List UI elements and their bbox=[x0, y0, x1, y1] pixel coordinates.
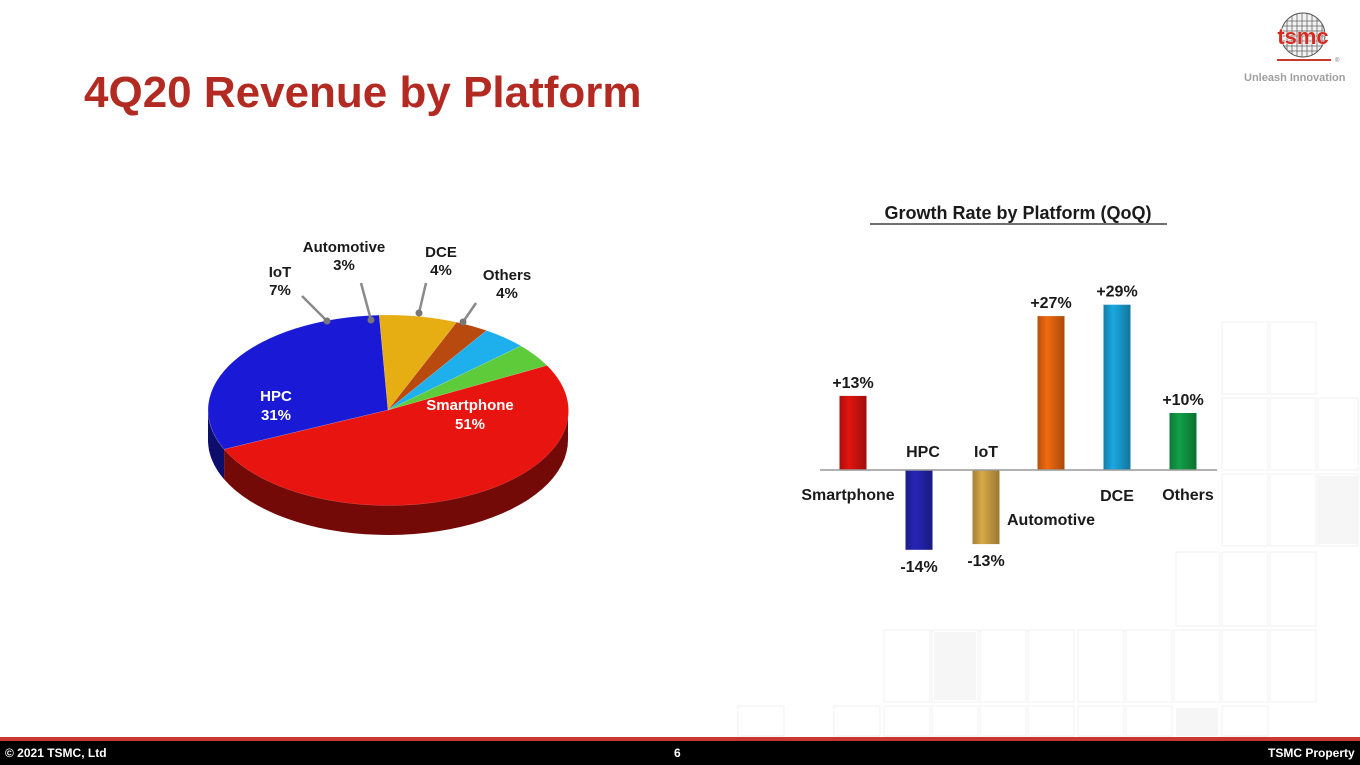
bar-automotive bbox=[1037, 316, 1065, 470]
pie-leader-automotive bbox=[359, 282, 373, 321]
growth-bar-chart: Growth Rate by Platform (QoQ) +13% Smartph… bbox=[801, 203, 1217, 576]
pie-slice-hpc bbox=[207, 314, 389, 450]
pie-slice-others bbox=[387, 345, 548, 411]
pie-leader-dot-dce bbox=[415, 309, 423, 317]
bar-category-smartphone: Smartphone bbox=[801, 487, 894, 504]
bar-value-smartphone: +13% bbox=[832, 375, 873, 392]
pie-label-hpc: HPC bbox=[260, 388, 292, 405]
pie-slice-dce bbox=[387, 330, 522, 411]
bar-chart-title: Growth Rate by Platform (QoQ) bbox=[884, 203, 1151, 223]
bar-value-automotive: +27% bbox=[1030, 295, 1071, 312]
pie-value-smartphone: 51% bbox=[455, 416, 485, 433]
footer-property: TSMC Property bbox=[1268, 746, 1355, 760]
footer-accent-line bbox=[0, 737, 1360, 741]
pie-leader-dot-iot bbox=[323, 317, 331, 325]
pie-side-smartphone bbox=[224, 410, 568, 535]
pie-label-smartphone: Smartphone bbox=[426, 397, 514, 414]
bar-category-dce: DCE bbox=[1100, 488, 1134, 505]
bar-others bbox=[1169, 413, 1197, 470]
pie-value-others: 4% bbox=[496, 285, 518, 302]
background-grid bbox=[737, 321, 1359, 737]
bar-iot bbox=[972, 470, 1000, 545]
bar-value-iot: -13% bbox=[967, 553, 1004, 570]
footer-bar: © 2021 TSMC, Ltd 6 TSMC Property bbox=[0, 741, 1360, 765]
bar-hpc bbox=[905, 470, 933, 550]
pie-label-iot: IoT bbox=[269, 264, 292, 281]
bar-value-hpc: -14% bbox=[900, 559, 937, 576]
logo-wordmark: tsmc bbox=[1277, 24, 1328, 49]
svg-text:®: ® bbox=[1335, 57, 1340, 64]
revenue-pie-chart: Smartphone51%HPC31%IoT7%Automotive3%DCE4… bbox=[207, 239, 569, 535]
pie-label-dce: DCE bbox=[425, 244, 457, 261]
slide-title: 4Q20 Revenue by Platform bbox=[84, 68, 642, 117]
logo-tagline: Unleash Innovation bbox=[1244, 72, 1346, 84]
footer-copyright: © 2021 TSMC, Ltd bbox=[5, 746, 107, 760]
bar-category-automotive: Automotive bbox=[1007, 512, 1095, 529]
pie-slice-smartphone bbox=[223, 365, 569, 506]
pie-value-automotive: 3% bbox=[333, 257, 355, 274]
pie-leader-dot-automotive bbox=[367, 316, 375, 324]
bar-category-hpc: HPC bbox=[906, 444, 940, 461]
pie-leader-iot bbox=[301, 295, 328, 322]
pie-leader-dot-others bbox=[459, 318, 467, 326]
bar-smartphone bbox=[839, 395, 867, 470]
bar-category-others: Others bbox=[1162, 487, 1214, 504]
pie-leader-others bbox=[461, 302, 478, 323]
footer-page-number: 6 bbox=[674, 746, 681, 760]
pie-leader-dce bbox=[417, 282, 428, 314]
pie-side-hpc bbox=[208, 410, 225, 480]
pie-label-others: Others bbox=[483, 267, 531, 284]
pie-slice-automotive bbox=[387, 321, 488, 411]
pie-value-hpc: 31% bbox=[261, 407, 291, 424]
pie-value-dce: 4% bbox=[430, 262, 452, 279]
bar-category-iot: IoT bbox=[974, 444, 998, 461]
bar-dce bbox=[1103, 304, 1131, 470]
pie-value-iot: 7% bbox=[269, 282, 291, 299]
bar-value-dce: +29% bbox=[1096, 284, 1137, 301]
tsmc-logo: tsmc ® bbox=[1277, 12, 1340, 64]
pie-label-automotive: Automotive bbox=[303, 239, 386, 256]
bar-value-others: +10% bbox=[1162, 392, 1203, 409]
